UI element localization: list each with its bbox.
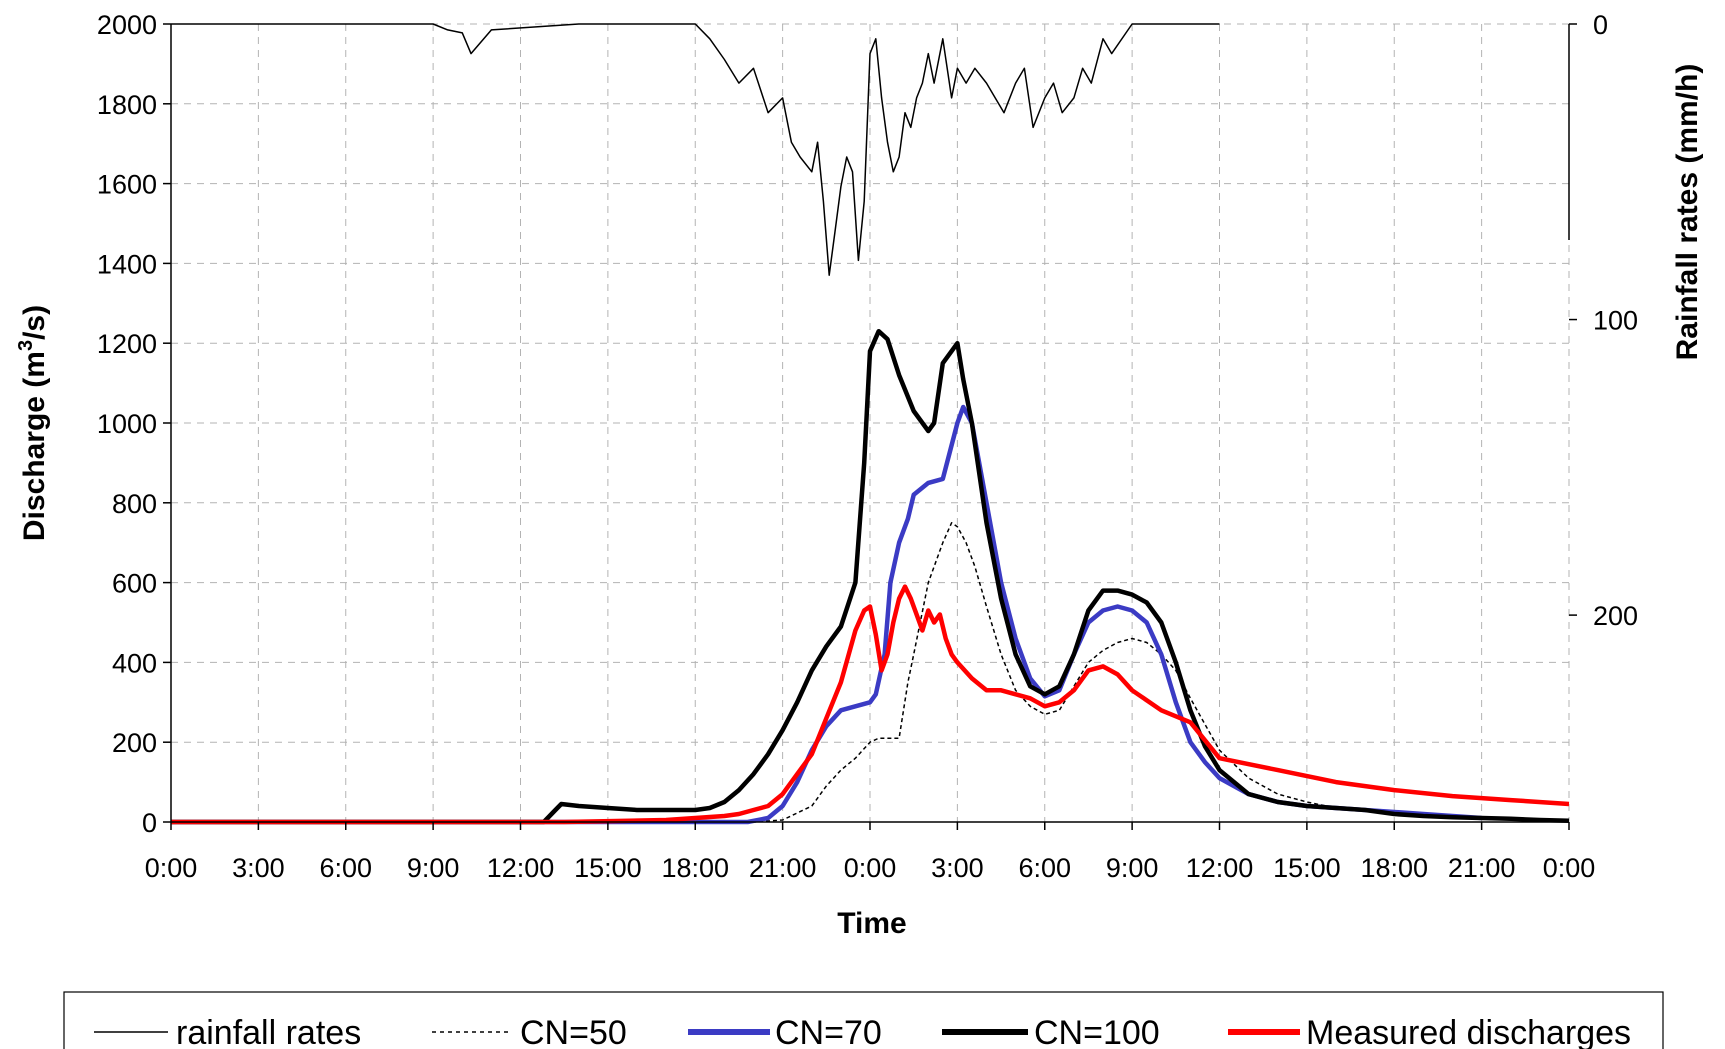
x-tick-label: 9:00: [1106, 853, 1159, 883]
series-rainfall-line: [171, 23, 1220, 276]
y2-tick-label: 100: [1593, 306, 1638, 336]
x-tick-label: 6:00: [319, 853, 372, 883]
y-tick-label: 1400: [97, 249, 157, 279]
x-tick-label: 18:00: [661, 853, 729, 883]
x-tick-label: 21:00: [749, 853, 817, 883]
x-tick-label: 3:00: [931, 853, 984, 883]
series-measured-line: [171, 584, 1570, 825]
y-tick-label: 400: [112, 648, 157, 678]
x-tick-label: 6:00: [1018, 853, 1071, 883]
y-axis-title-main: Discharge (m: [18, 351, 51, 541]
legend: rainfall rates CN=50 CN=70 CN=100 Measur…: [63, 991, 1664, 1049]
x-axis-title: Time: [837, 907, 906, 940]
series-cn70-line: [171, 404, 1482, 825]
series-cn50-line: [171, 522, 1570, 823]
x-tick-label: 15:00: [1273, 853, 1341, 883]
x-tick-label: 12:00: [1186, 853, 1254, 883]
x-tick-label: 0:00: [145, 853, 198, 883]
x-tick-label: 21:00: [1448, 853, 1516, 883]
series-cn100-line: [171, 328, 1570, 825]
x-tick-label: 12:00: [487, 853, 555, 883]
y2-tick-label: 200: [1593, 601, 1638, 631]
y2-tick-label: 0: [1593, 10, 1608, 40]
y-axis-title: Discharge (m3/s): [15, 305, 51, 541]
legend-box: [63, 991, 1664, 1049]
legend-label-cn50: CN=50: [520, 1014, 627, 1049]
legend-label-rain: rainfall rates: [176, 1014, 361, 1049]
x-tick-label: 0:00: [1543, 853, 1596, 883]
x-tick-label: 0:00: [844, 853, 897, 883]
y-tick-label: 1200: [97, 329, 157, 359]
y-tick-label: 600: [112, 569, 157, 599]
legend-label-measured: Measured discharges: [1306, 1014, 1631, 1049]
y-tick-label: 200: [112, 728, 157, 758]
legend-label-cn70: CN=70: [775, 1014, 882, 1049]
y2-axis-title: Rainfall rates (mm/h): [1671, 64, 1704, 361]
y-tick-label: 0: [142, 808, 157, 838]
x-tick-label: 9:00: [407, 853, 460, 883]
tick-labels: 0:00 3:00 6:00 9:00 12:00 15:00 18:00 21:00 0:00…: [97, 10, 1638, 883]
x-tick-label: 18:00: [1360, 853, 1428, 883]
x-tick-label: 15:00: [574, 853, 642, 883]
y-tick-label: 1600: [97, 170, 157, 200]
y-tick-label: 1000: [97, 409, 157, 439]
y-tick-label: 1800: [97, 90, 157, 120]
y-tick-label: 800: [112, 489, 157, 519]
y-axis-title-sup: 3: [15, 340, 37, 351]
x-tick-label: 3:00: [232, 853, 285, 883]
series-layer: [171, 23, 1570, 825]
legend-label-cn100: CN=100: [1034, 1014, 1160, 1049]
y-axis-title-tail: /s): [18, 305, 51, 340]
y-tick-label: 2000: [97, 10, 157, 40]
